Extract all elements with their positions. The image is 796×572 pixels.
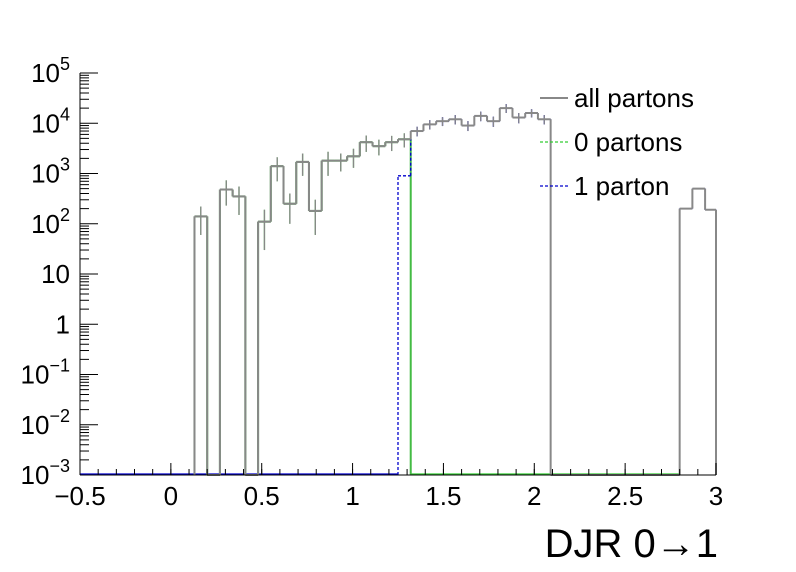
legend: all partons 0 partons 1 parton	[540, 83, 694, 201]
x-tick-label: 3	[709, 481, 723, 511]
y-tick-label: 102	[31, 205, 70, 239]
x-tick-label: −0.5	[54, 481, 105, 511]
axes: −0.5 0 0.5 1 1.5 2 2.5 3 10−3 10−2 10−1 1 10 102 103 10…	[21, 54, 724, 511]
x-tick-label: 0	[164, 481, 178, 511]
y-tick-label: 105	[31, 54, 70, 88]
y-tick-label: 10−1	[21, 356, 70, 390]
y-tick-label: 10−3	[21, 456, 70, 490]
x-tick-label: 1	[345, 481, 359, 511]
y-tick-label: 104	[31, 104, 70, 138]
y-tick-label: 103	[31, 155, 70, 189]
x-tick-label: 2	[527, 481, 541, 511]
legend-label: all partons	[574, 83, 694, 113]
y-tick-label: 10−2	[21, 406, 70, 440]
y-tick-label: 10	[41, 259, 70, 289]
x-tick-label: 1.5	[425, 481, 461, 511]
x-tick-label: 0.5	[244, 481, 280, 511]
legend-label: 0 partons	[574, 127, 682, 157]
y-tick-label: 1	[56, 309, 70, 339]
x-axis-title: DJR 0→1	[545, 522, 718, 566]
x-tick-label: 2.5	[607, 481, 643, 511]
legend-label: 1 parton	[574, 171, 669, 201]
plot-area	[80, 104, 717, 476]
